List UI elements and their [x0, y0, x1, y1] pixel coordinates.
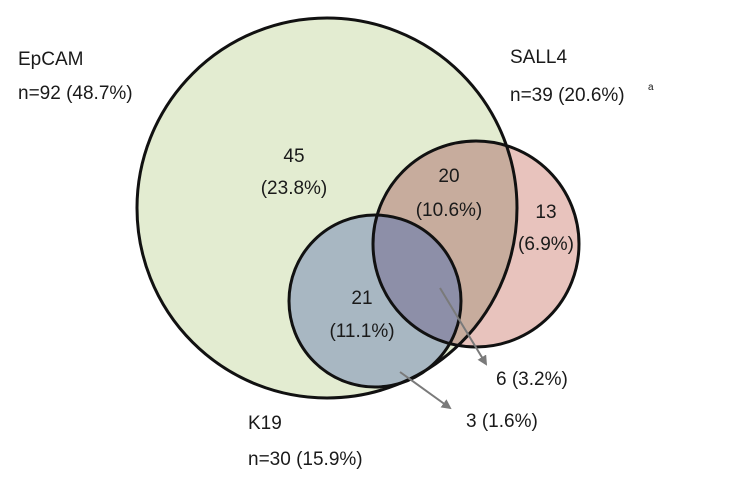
region-epcam-k19-pct: (11.1%): [329, 321, 394, 342]
epcam-circle-outline: [135, 16, 519, 400]
region-epcam-only-value: 45: [283, 146, 304, 167]
region-sall4-only-pct: (6.9%): [518, 234, 574, 255]
sall4-superscript: a: [648, 82, 654, 93]
region-epcam-sall4-value: 20: [438, 166, 459, 187]
arrow-triple-overlap: [439, 287, 488, 366]
region-epcam-sall4-pct: (10.6%): [416, 200, 483, 221]
region-k19-only-label: 3 (1.6%): [466, 411, 538, 432]
k19-count: n=30 (15.9%): [248, 449, 363, 470]
region-epcam-only-pct: (23.8%): [261, 178, 328, 199]
region-epcam-k19-value: 21: [351, 288, 372, 309]
k19-circle-outline: [287, 213, 463, 389]
arrow-k19-only: [399, 371, 452, 410]
region-triple-label: 6 (3.2%): [496, 369, 568, 390]
sall4-label: SALL4: [510, 47, 567, 68]
sall4-count: n=39 (20.6%): [510, 85, 625, 106]
k19-label: K19: [248, 413, 282, 434]
region-sall4-only-value: 13: [535, 202, 556, 223]
epcam-label: EpCAM: [18, 49, 83, 70]
epcam-count: n=92 (48.7%): [18, 83, 133, 104]
